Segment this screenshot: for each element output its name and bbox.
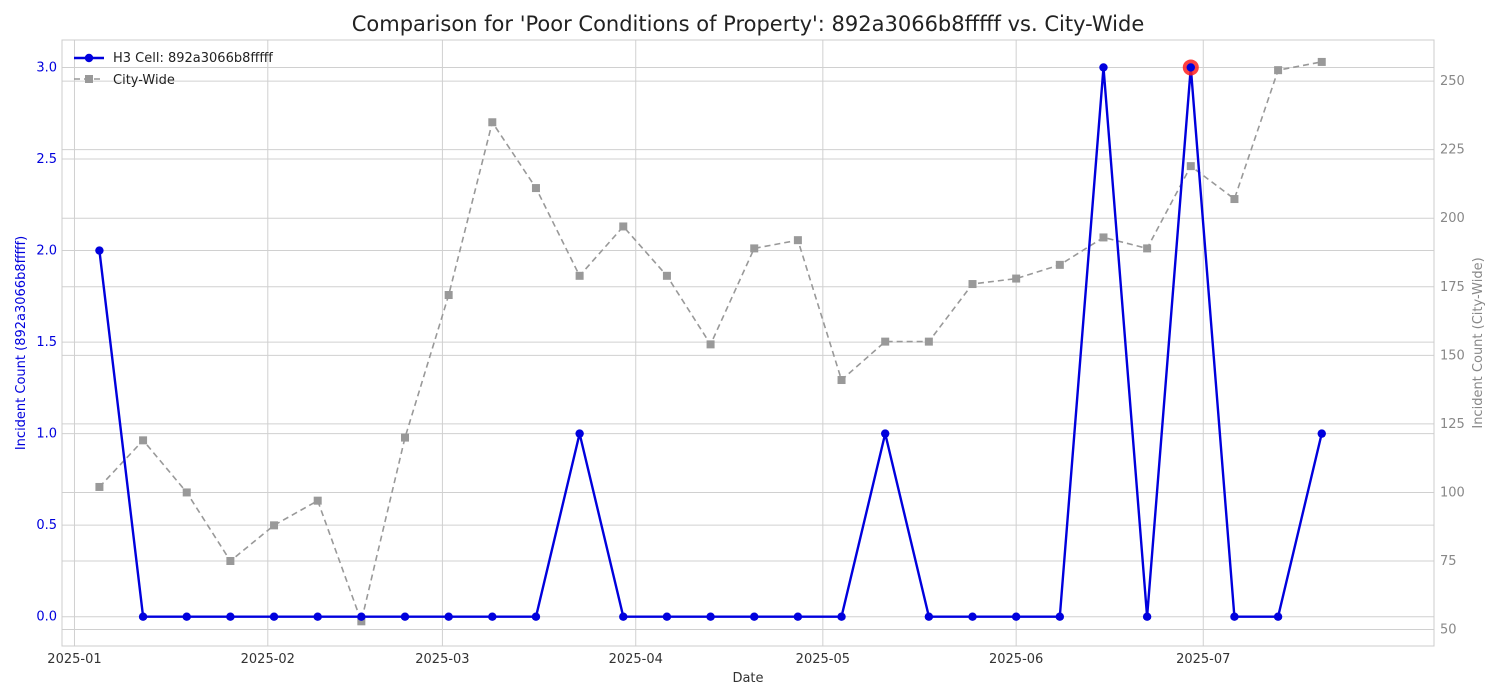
city-wide-point: [793, 236, 802, 245]
city-wide-point: [444, 291, 453, 300]
city-wide-point: [226, 556, 235, 565]
h3-cell-point: [269, 612, 279, 621]
city-wide-point: [575, 271, 584, 280]
h3-cell-point: [968, 612, 977, 621]
plot-frame: [61, 39, 1435, 647]
city-wide-point: [1230, 195, 1239, 204]
city-wide-point: [182, 488, 191, 497]
grid: [62, 40, 1434, 646]
city-wide-point: [531, 184, 540, 193]
legend: H3 Cell: 892a3066b8fffff City-Wide: [74, 51, 273, 88]
h3-cell-point: [182, 612, 191, 621]
city-wide-point: [1012, 274, 1021, 283]
chart-title: Comparison for 'Poor Conditions of Prope…: [352, 12, 1145, 36]
city-wide-point: [270, 521, 279, 530]
h3-cell-point: [400, 612, 410, 621]
h3-cell-point: [662, 612, 672, 621]
x-tick-label: 2025-06: [989, 652, 1043, 667]
city-wide-point: [488, 118, 497, 127]
y-right-tick-label: 200: [1440, 211, 1465, 226]
y-axis-left-ticks: 0.0 0.5 1.0 1.5 2.0 2.5 3.0: [36, 60, 57, 624]
y-left-tick-label: 3.0: [36, 60, 57, 75]
city-wide-point: [401, 433, 409, 442]
y-left-tick-label: 2.5: [36, 152, 57, 167]
h3-cell-point: [226, 612, 235, 621]
legend-city-wide-marker: [85, 75, 93, 83]
legend-city-wide-label: City-Wide: [113, 73, 175, 88]
city-wide-point: [924, 337, 933, 346]
city-wide-point: [837, 376, 846, 385]
y-left-tick-label: 1.0: [36, 427, 57, 442]
y-right-tick-label: 125: [1440, 417, 1465, 432]
h3-cell-point: [313, 612, 322, 621]
h3-cell-point: [1317, 429, 1326, 438]
city-wide-point: [706, 340, 715, 349]
h3-cell-point: [488, 612, 497, 621]
city-wide-point: [750, 244, 759, 253]
city-wide-point: [1099, 233, 1108, 242]
y-right-tick-label: 75: [1440, 554, 1457, 569]
city-wide-point: [619, 222, 628, 231]
x-tick-label: 2025-05: [796, 652, 850, 667]
h3-cell-point: [881, 429, 890, 438]
y-right-tick-label: 100: [1440, 485, 1465, 500]
legend-h3-cell-label: H3 Cell: 892a3066b8fffff: [113, 51, 273, 66]
series-markers: [95, 57, 1326, 626]
y-right-tick-label: 250: [1440, 74, 1465, 89]
h3-cell-point: [619, 612, 628, 621]
y-left-tick-label: 0.0: [36, 610, 57, 625]
y-axis-right-label: Incident Count (City-Wide): [1471, 257, 1486, 428]
city-wide-point: [1186, 162, 1195, 171]
h3-cell-point: [1055, 612, 1065, 621]
h3-cell-point: [531, 612, 541, 621]
h3-cell-point: [95, 246, 104, 255]
x-tick-label: 2025-03: [415, 652, 469, 667]
city-wide-point: [313, 496, 322, 505]
y-right-tick-label: 50: [1440, 623, 1457, 638]
y-right-tick-label: 175: [1440, 280, 1465, 295]
h3-cell-point: [444, 612, 453, 621]
x-tick-label: 2025-01: [47, 652, 101, 667]
h3-cell-point: [924, 612, 934, 621]
h3-cell-point: [1230, 612, 1239, 621]
x-tick-label: 2025-02: [241, 652, 295, 667]
h3-cell-point: [1186, 63, 1195, 72]
city-wide-point: [662, 271, 671, 280]
y-axis-right-ticks: 50 75 100 125 150 175 200 225 250: [1440, 74, 1465, 637]
h3-cell-point: [1011, 612, 1021, 621]
h3-cell-point: [837, 612, 846, 621]
y-left-tick-label: 1.5: [36, 335, 57, 350]
h3-cell-point: [1142, 612, 1152, 621]
city-wide-point: [881, 337, 890, 346]
h3-cell-point: [357, 612, 366, 621]
x-axis-label: Date: [732, 671, 763, 686]
x-tick-label: 2025-04: [609, 652, 663, 667]
city-wide-point: [357, 617, 366, 626]
city-wide-point: [1317, 57, 1326, 66]
x-axis-ticks: 2025-01 2025-02 2025-03 2025-04 2025-05 2025-…: [47, 652, 1230, 667]
x-tick-label: 2025-07: [1176, 652, 1230, 667]
legend-h3-cell-marker: [84, 53, 94, 63]
city-wide-point: [139, 436, 148, 445]
y-left-tick-label: 2.0: [36, 244, 57, 259]
y-axis-left-label: Incident Count (892a3066b8fffff): [14, 236, 29, 450]
city-wide-point: [1143, 244, 1152, 253]
h3-cell-point: [1273, 612, 1283, 621]
city-wide-point: [1274, 66, 1283, 75]
y-right-tick-label: 150: [1440, 348, 1465, 363]
h3-cell-point: [575, 429, 584, 438]
h3-cell-point: [138, 612, 148, 621]
h3-cell-point: [793, 612, 803, 621]
city-wide-point: [95, 482, 104, 491]
city-wide-point: [1055, 260, 1064, 269]
y-left-tick-label: 0.5: [36, 518, 57, 533]
h3-cell-point: [1099, 63, 1108, 72]
h3-cell-point: [750, 612, 759, 621]
y-right-tick-label: 225: [1440, 143, 1465, 158]
city-wide-point: [968, 280, 977, 289]
h3-cell-point: [706, 612, 715, 621]
